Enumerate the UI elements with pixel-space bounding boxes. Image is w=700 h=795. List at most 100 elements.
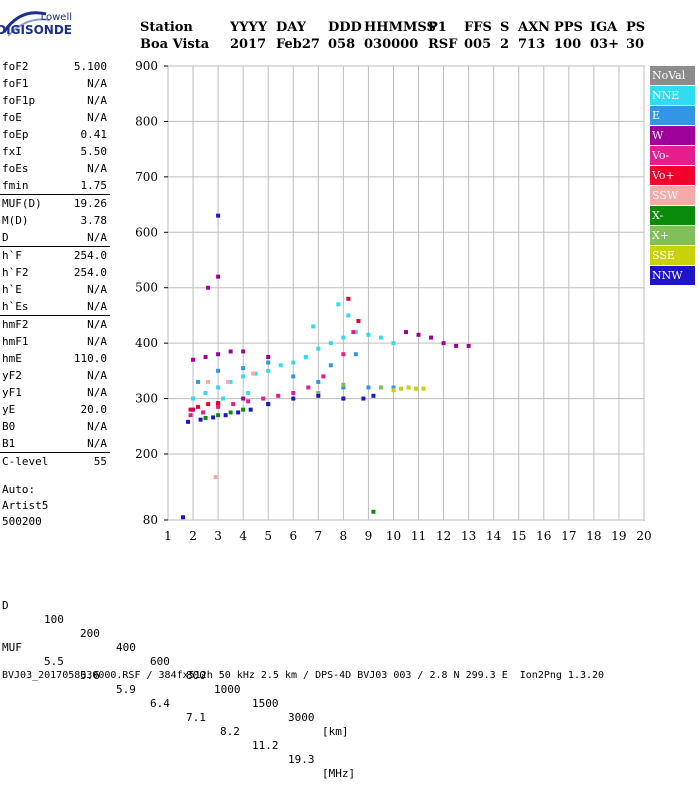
- data-point-vo-: [306, 385, 311, 390]
- data-point-nnw: [291, 396, 296, 401]
- param-label: h`F: [2, 249, 22, 262]
- header-value-yyyy: 2017: [230, 37, 267, 52]
- header-value-p1: RSF: [428, 37, 458, 52]
- param-value: 0.41: [80, 128, 108, 141]
- data-point-e: [341, 385, 346, 390]
- param-label: C-level: [2, 455, 49, 468]
- params-separator: [0, 452, 110, 453]
- footer-d-unit: [km]: [322, 725, 349, 738]
- polarization-legend: NoVal NNE E W Vo- Vo+ SSW X- X+ SSE NNW: [650, 66, 695, 286]
- param-label: M(D): [2, 214, 29, 227]
- param-label: hmF2: [2, 318, 29, 331]
- header-value-station: Boa Vista: [140, 37, 210, 52]
- param-value: N/A: [87, 111, 107, 124]
- x-tick-label: 13: [461, 529, 476, 543]
- data-point-vo-: [188, 413, 193, 418]
- footer-muf-value: 7.1: [186, 711, 206, 724]
- param-label: B0: [2, 420, 16, 433]
- data-point-vo-: [341, 352, 346, 357]
- data-point-nne: [353, 330, 358, 335]
- data-point-ssw: [251, 371, 256, 376]
- data-point-nne: [336, 302, 341, 307]
- data-point-nne: [228, 379, 233, 384]
- data-point-vo-: [291, 391, 296, 396]
- param-row: foF2 5.100: [0, 58, 110, 75]
- param-row: fxI 5.50: [0, 143, 110, 160]
- param-value: 19.26: [73, 197, 107, 210]
- param-label: foEp: [2, 128, 29, 141]
- footer-muf-value: 11.2: [252, 739, 279, 752]
- param-row: hmF1 N/A: [0, 333, 110, 350]
- param-value: N/A: [87, 386, 107, 399]
- x-tick-label: 1: [164, 529, 172, 543]
- footer-d-value: 400: [116, 641, 136, 654]
- ionogram-chart: 1 2 3 4 5 6 7 8 9 10 11 12 13 14 15 16 17 18 19 20802003004…: [135, 59, 652, 543]
- y-tick-label: 400: [135, 336, 158, 350]
- data-point-sse: [391, 388, 396, 393]
- param-value: N/A: [87, 283, 107, 296]
- x-tick-label: 17: [561, 529, 576, 543]
- data-point-vo-: [261, 396, 266, 401]
- param-row: fmin 1.75: [0, 177, 110, 194]
- data-point-vo-: [188, 407, 193, 412]
- x-tick-label: 3: [214, 529, 222, 543]
- data-point-e: [316, 379, 321, 384]
- data-point-w: [191, 407, 196, 412]
- header-label-ps: PS: [626, 20, 646, 35]
- param-label: foF1: [2, 77, 29, 90]
- data-point-vo-: [321, 374, 326, 379]
- data-point-vo-: [346, 296, 351, 301]
- data-point-x-: [241, 407, 246, 412]
- data-point-nnw: [198, 417, 203, 422]
- x-tick-label: 8: [340, 529, 348, 543]
- data-point-e: [353, 352, 358, 357]
- param-row: C-level 55: [0, 453, 110, 470]
- data-point-nnw: [341, 396, 346, 401]
- param-value: 1.75: [80, 179, 108, 192]
- plot-frame: [167, 65, 645, 521]
- auto-label: Auto:: [2, 483, 36, 496]
- data-point-nnw: [266, 402, 271, 407]
- legend-item-x-: X-: [650, 206, 695, 225]
- param-row: foF1p N/A: [0, 92, 110, 109]
- data-point-nne: [346, 313, 351, 318]
- data-point-vo-: [351, 330, 356, 335]
- data-point-nne: [341, 335, 346, 340]
- y-tick-label: 900: [135, 59, 158, 73]
- params-separator: [0, 246, 110, 247]
- x-tick-label: 7: [314, 529, 322, 543]
- legend-item-sse: SSE: [650, 246, 695, 265]
- data-point-nne: [203, 391, 208, 396]
- params-separator: [0, 315, 110, 316]
- header-value-day: Feb27: [276, 37, 320, 52]
- header-label-station: Station: [140, 20, 193, 35]
- data-point-vo-: [216, 404, 221, 409]
- data-point-nnw: [371, 393, 376, 398]
- data-point-w: [191, 357, 196, 362]
- footer-muf-value: 19.3: [288, 753, 315, 766]
- param-value: N/A: [87, 231, 107, 244]
- data-point-vo-: [246, 399, 251, 404]
- data-point-nne: [328, 341, 333, 346]
- header-value-iga: 03+: [590, 37, 619, 52]
- param-label: fxI: [2, 145, 22, 158]
- x-tick-label: 18: [586, 529, 601, 543]
- param-label: D: [2, 231, 9, 244]
- data-point-nne: [316, 346, 321, 351]
- data-point-nnw: [316, 393, 321, 398]
- auto-program: Artist5: [2, 499, 49, 512]
- x-tick-label: 15: [511, 529, 526, 543]
- param-label: foF1p: [2, 94, 36, 107]
- footer-muf-value: 5.6: [80, 669, 100, 682]
- param-label: B1: [2, 437, 16, 450]
- x-tick-label: 12: [436, 529, 451, 543]
- param-value: 254.0: [73, 266, 107, 279]
- data-point-ssw: [206, 379, 211, 384]
- header-value-hhmmss: 030000: [364, 37, 419, 52]
- data-point-nnw: [248, 407, 253, 412]
- data-point-e: [391, 385, 396, 390]
- header-value-ffs: 005: [464, 37, 492, 52]
- data-point-w: [216, 274, 221, 279]
- data-point-ssw: [213, 475, 218, 480]
- data-point-x-: [203, 415, 208, 420]
